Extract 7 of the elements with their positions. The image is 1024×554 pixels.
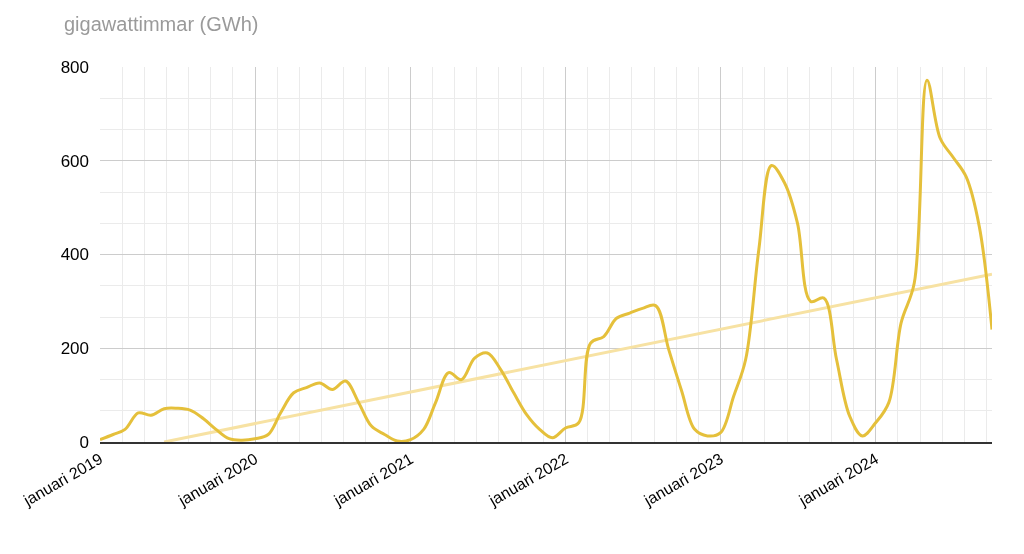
y-tick-label: 600 <box>60 151 89 171</box>
y-tick-label: 800 <box>60 57 89 77</box>
y-axis-title: gigawattimmar (GWh) <box>64 13 259 35</box>
y-tick-label: 0 <box>79 432 89 452</box>
y-tick-label: 200 <box>60 339 89 359</box>
line-series <box>100 78 992 442</box>
y-tick-label: 400 <box>60 245 89 265</box>
